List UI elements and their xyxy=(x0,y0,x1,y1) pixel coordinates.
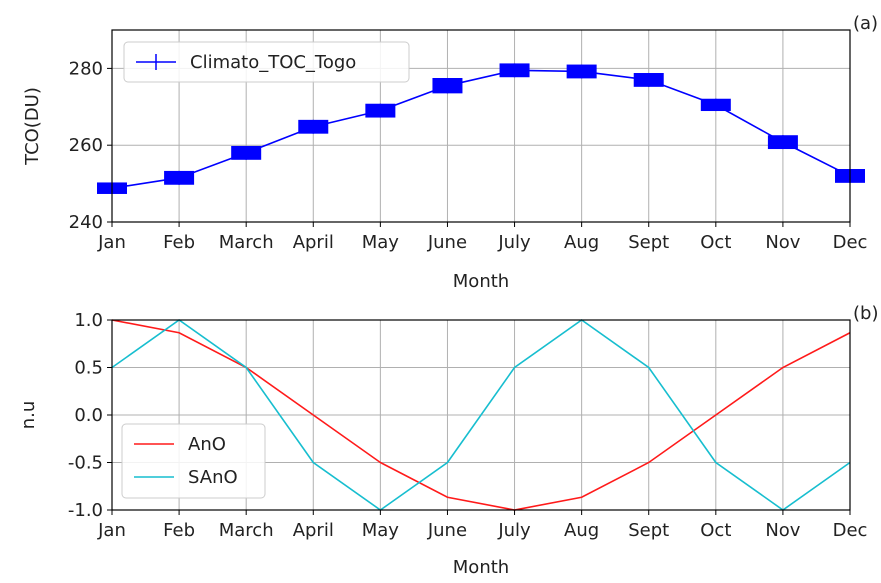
panel-a-label: (a) xyxy=(853,13,878,34)
panel-a-series-line-0 xyxy=(111,69,851,189)
panel-a-data-point xyxy=(767,135,798,150)
panel-a-data-point xyxy=(164,170,195,185)
panel-a-data-point xyxy=(432,78,463,94)
panel-a-x-tick-label: Nov xyxy=(765,232,800,253)
panel-a-x-tick-label: April xyxy=(293,232,334,253)
panel-a-x-tick-label: Aug xyxy=(564,232,599,253)
panel-b-x-tick-label: March xyxy=(219,520,274,541)
panel-a-data-point xyxy=(231,145,262,160)
panel-a-axes-frame xyxy=(111,29,851,223)
panel-b-label: (b) xyxy=(853,303,878,324)
panel-a-x-tick-label: May xyxy=(362,232,400,253)
panel-b-x-tick-label: Jan xyxy=(97,520,126,541)
panel-b-x-axis-label: Month xyxy=(453,557,509,578)
panel-a-data-point xyxy=(499,63,530,78)
panel-b-x-tick-label: Feb xyxy=(163,520,195,541)
panel-a-x-tick-label: March xyxy=(219,232,274,253)
panel-a-x-tick-label: Sept xyxy=(628,232,669,253)
panel-b-x-tick-label: July xyxy=(497,520,531,541)
panel-a-y-tick-label: 240 xyxy=(69,212,103,233)
panel-a-x-tick-label: Dec xyxy=(833,232,868,253)
panel-a-x-tick-label: Jan xyxy=(97,232,126,253)
panel-a-data-point xyxy=(700,98,731,112)
panel-a-data-point xyxy=(298,119,329,134)
panel-b-x-tick-label: Sept xyxy=(628,520,669,541)
panel-b-legend-label-1: SAnO xyxy=(188,467,238,488)
panel-a-y-axis-label: TCO(DU) xyxy=(22,87,43,166)
panel-b-x-tick-label: Nov xyxy=(765,520,800,541)
panel-a-x-tick-label: July xyxy=(497,232,531,253)
panel-a-x-tick-label: June xyxy=(427,232,467,253)
panel-a-data-point xyxy=(365,103,396,118)
panel-b-y-tick-label: -0.5 xyxy=(68,453,103,474)
panel-a-x-tick-label: Feb xyxy=(163,232,195,253)
panel-b-legend-box xyxy=(121,423,266,499)
panel-a-data-point xyxy=(633,73,664,87)
panel-a-x-axis-label: Month xyxy=(453,271,509,292)
panel-a-x-tick-label: Oct xyxy=(700,232,731,253)
panel-b-y-tick-label: -1.0 xyxy=(68,500,103,521)
panel-b-x-tick-label: Aug xyxy=(564,520,599,541)
panel-b-x-tick-label: June xyxy=(427,520,467,541)
panel-b-y-tick-label: 1.0 xyxy=(74,310,103,331)
panel-b-y-axis-label: n.u xyxy=(18,401,39,430)
panel-b-series-line-0 xyxy=(111,319,851,511)
panel-b-series-line-1 xyxy=(111,319,851,511)
panel-b-y-tick-label: 0.5 xyxy=(74,358,103,379)
panel-b-x-tick-label: Dec xyxy=(833,520,868,541)
panel-a-data-point xyxy=(566,64,597,79)
panel-a-legend-box xyxy=(123,41,410,83)
panel-a-y-tick-label: 260 xyxy=(69,135,103,156)
panel-b-x-tick-label: May xyxy=(362,520,400,541)
panel-a-legend-label-0: Climato_TOC_Togo xyxy=(190,52,356,73)
panel-b-y-tick-label: 0.0 xyxy=(74,405,103,426)
panel-b-x-tick-label: Oct xyxy=(700,520,731,541)
panel-b-x-tick-label: April xyxy=(293,520,334,541)
panel-b-legend-label-0: AnO xyxy=(188,434,226,455)
panel-a-y-tick-label: 280 xyxy=(69,58,103,79)
